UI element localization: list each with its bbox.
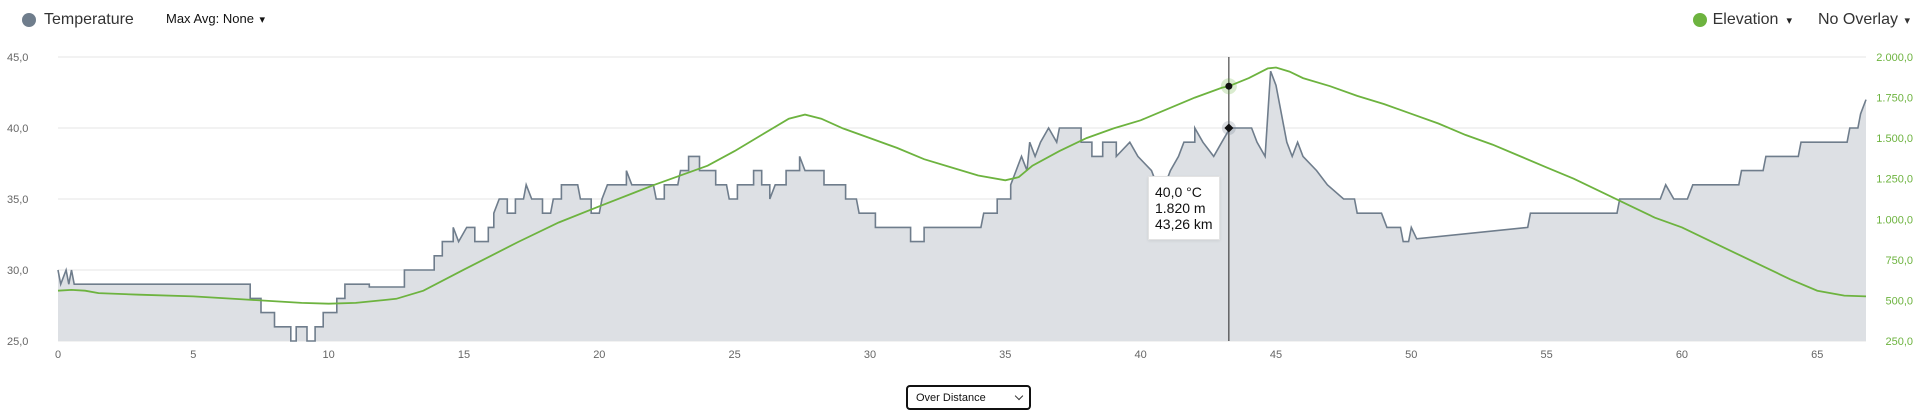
temperature-legend-dot: [22, 13, 36, 27]
temperature-legend[interactable]: Temperature: [22, 8, 134, 32]
x-tick-label: 35: [999, 349, 1011, 361]
x-tick-label: 5: [190, 349, 196, 361]
tooltip-temperature: 40,0 °C: [1155, 184, 1202, 200]
temperature-elevation-chart[interactable]: 25,0 30,0 35,0 40,0 45,0 250,0 500,0 750,0 1.000…: [0, 0, 1920, 380]
x-tick-label: 45: [1270, 349, 1282, 361]
x-tick-label: 40: [1135, 349, 1147, 361]
x-tick-label: 10: [323, 349, 335, 361]
max-avg-dropdown[interactable]: Max Avg: None ▾: [166, 11, 265, 26]
overlay-dropdown[interactable]: No Overlay ▾: [1818, 11, 1910, 29]
y-left-tick-label: 30,0: [7, 265, 28, 277]
x-tick-label: 25: [729, 349, 741, 361]
x-tick-label: 60: [1676, 349, 1688, 361]
tooltip-distance: 43,26 km: [1155, 216, 1213, 232]
temperature-line: [57, 70, 1867, 342]
elevation-hover-point: [1225, 82, 1233, 90]
y-left-tick-label: 25,0: [7, 336, 28, 348]
y-right-tick-label: 250,0: [1885, 336, 1913, 348]
elevation-legend-dot: [1692, 13, 1707, 27]
y-right-tick-label: 2.000,0: [1876, 52, 1913, 64]
x-tick-label: 65: [1811, 349, 1823, 361]
x-tick-label: 30: [864, 349, 876, 361]
overlay-caret-icon: ▾: [1904, 15, 1910, 27]
x-tick-label: 0: [55, 349, 61, 361]
y-left-tick-label: 45,0: [7, 52, 28, 64]
elevation-caret-icon: ▾: [1786, 14, 1792, 27]
overlay-label: No Overlay: [1817, 11, 1899, 28]
y-left-tick-label: 35,0: [7, 194, 28, 206]
y-right-tick-label: 750,0: [1885, 255, 1913, 267]
temperature-hover-point: [1224, 123, 1234, 133]
y-right-tick-label: 1.000,0: [1876, 214, 1913, 226]
x-axis-mode-select[interactable]: Over Distance: [906, 385, 1031, 410]
y-right-tick-label: 1.750,0: [1876, 93, 1913, 105]
y-right-tick-label: 1.250,0: [1876, 174, 1913, 186]
x-axis-mode-value: Over Distance: [916, 391, 986, 404]
chevron-down-icon: [1014, 391, 1024, 401]
y-right-tick-label: 500,0: [1885, 295, 1913, 307]
temperature-area: [58, 71, 1866, 341]
y-right-tick-label: 1.500,0: [1876, 133, 1913, 145]
elevation-legend-label: Elevation: [1712, 11, 1779, 28]
x-tick-label: 20: [593, 349, 605, 361]
x-tick-label: 55: [1540, 349, 1552, 361]
y-left-tick-label: 40,0: [7, 123, 28, 135]
x-tick-label: 15: [458, 349, 470, 361]
max-avg-caret-icon: ▾: [259, 14, 266, 26]
chart-tooltip: 40,0 °C 1.820 m 43,26 km: [1148, 176, 1220, 240]
tooltip-elevation: 1.820 m: [1155, 200, 1206, 216]
x-tick-label: 50: [1405, 349, 1417, 361]
max-avg-label: Max Avg: None: [166, 11, 254, 26]
elevation-line: [57, 66, 1867, 305]
temperature-legend-label: Temperature: [44, 11, 134, 28]
elevation-legend-dropdown[interactable]: Elevation ▾: [1692, 11, 1792, 29]
